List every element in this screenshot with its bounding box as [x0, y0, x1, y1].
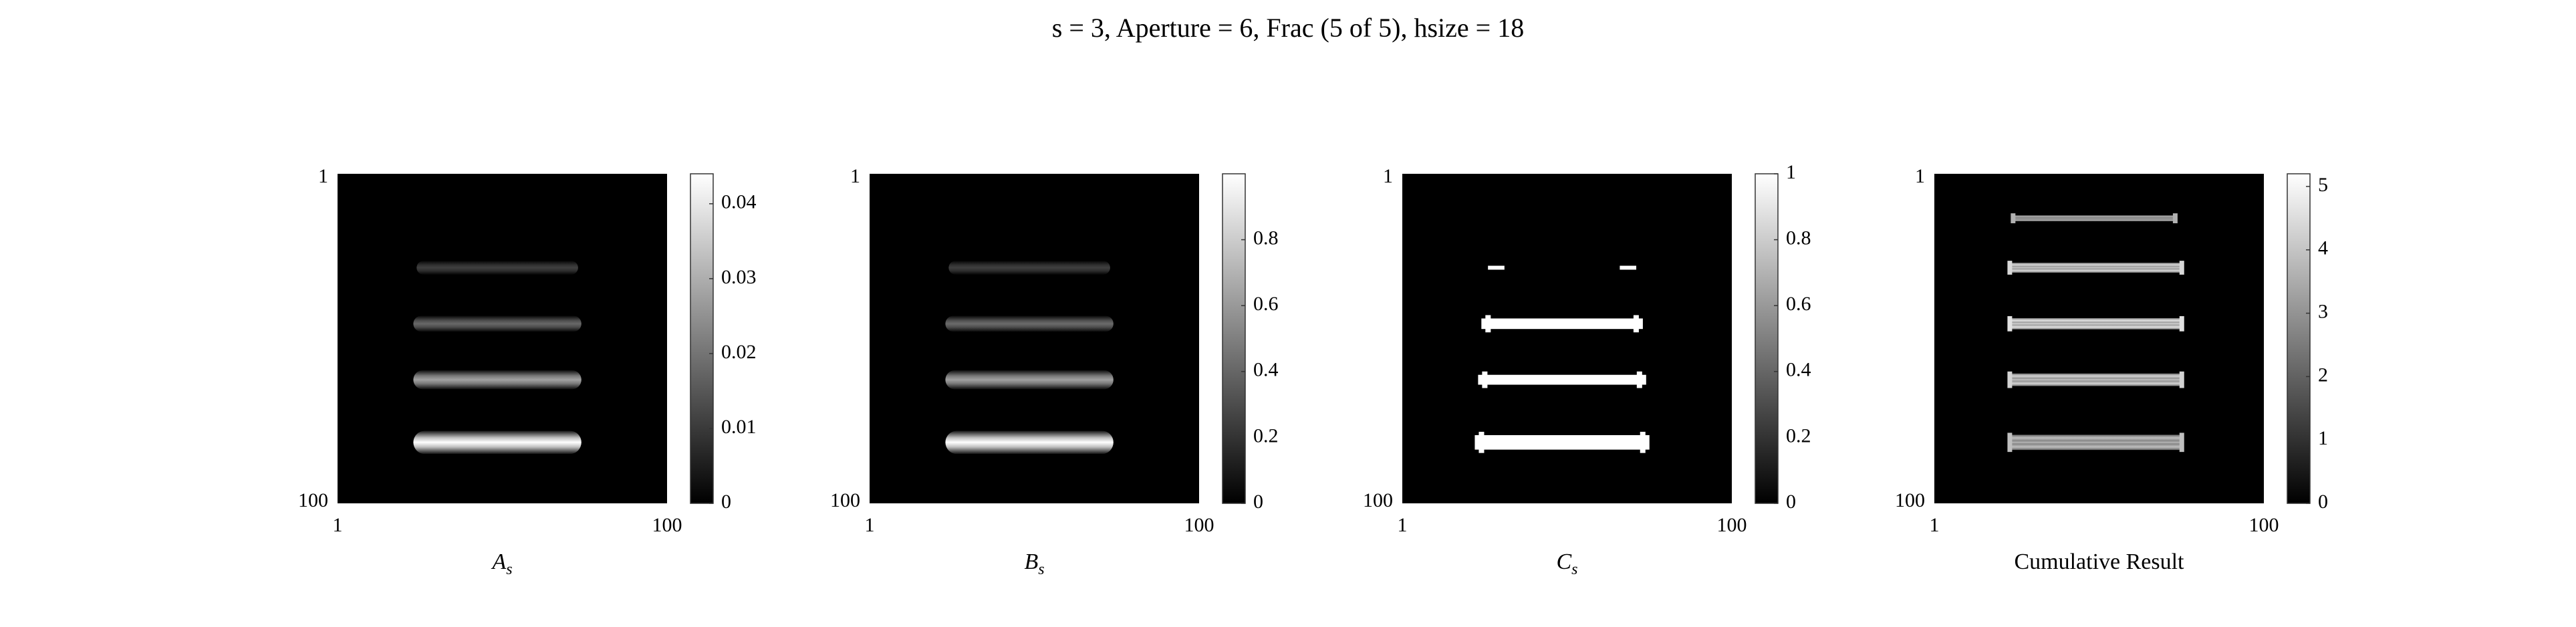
colorbar-tick-label: 0.01 [721, 416, 757, 438]
image-stripe [413, 370, 582, 390]
colorbar-tick-label: 0.6 [1253, 293, 1279, 315]
image-stripe [1474, 434, 1650, 450]
colorbar: 0 0.2 0.4 0.6 0.8 [1222, 173, 1279, 513]
y-tick-label: 1 [318, 165, 328, 187]
colorbar: 0 1 2 3 4 5 [2287, 173, 2328, 513]
y-tick-label: 100 [830, 489, 860, 511]
image-stripe-end [2011, 213, 2016, 223]
image-stripe [1478, 374, 1646, 385]
colorbar: 0 0.01 0.02 0.03 0.04 [690, 173, 757, 513]
image-stripe [948, 261, 1110, 275]
x-tick-label: 100 [1717, 514, 1747, 536]
colorbar-tick-label: 0.2 [1253, 424, 1279, 447]
colorbar-tick-label: 0.02 [721, 341, 757, 363]
image-stripe [2010, 263, 2182, 273]
colorbar-tick-label: 0 [1786, 491, 1796, 513]
colorbar-tick-label: 4 [2318, 237, 2328, 259]
colorbar-tick-label: 1 [2318, 427, 2328, 449]
colorbar-tick-label: 0.6 [1786, 293, 1811, 315]
image-stripe-end [2179, 432, 2184, 453]
colorbar-tick-label: 0 [721, 491, 731, 513]
image-stripe [945, 316, 1114, 332]
y-tick-label: 1 [1383, 165, 1393, 187]
image-stripe-end [2179, 371, 2184, 388]
colorbar-tick-label: 1 [1786, 161, 1796, 183]
colorbar-tick-label: 0.4 [1786, 359, 1811, 381]
image-stripe-end [1640, 431, 1646, 453]
image-stripe [413, 430, 582, 455]
figure-title: s = 3, Aperture = 6, Frac (5 of 5), hsiz… [1051, 13, 1525, 43]
colorbar-tick-label: 0.04 [721, 191, 757, 213]
colorbar-gradient [1222, 173, 1246, 504]
x-tick-label: 1 [333, 514, 343, 536]
image-stripe [2010, 434, 2182, 451]
image-stripe [416, 261, 578, 275]
x-tick-label: 1 [865, 514, 875, 536]
image-stripe-end [2007, 371, 2013, 388]
image-stripe [945, 430, 1114, 455]
y-tick-label: 100 [1895, 489, 1925, 511]
colorbar-tick-label: 0.8 [1253, 227, 1279, 249]
colorbar-tick-label: 5 [2318, 174, 2328, 196]
y-tick-label: 100 [298, 489, 328, 511]
image-stripe-end [2007, 261, 2013, 275]
colorbar-tick-label: 2 [2318, 364, 2328, 386]
x-tick-label: 1 [1930, 514, 1940, 536]
image-stripe-end [1485, 315, 1491, 333]
image-stripe [1488, 265, 1505, 270]
image-background [1934, 174, 2264, 503]
image-stripe [2013, 215, 2175, 221]
x-axis-label: Cumulative Result [2014, 549, 2184, 574]
image-stripe [413, 316, 582, 332]
colorbar-tick-label: 0.2 [1786, 424, 1811, 447]
x-tick-label: 100 [652, 514, 682, 536]
colorbar-tick-label: 3 [2318, 300, 2328, 322]
colorbar-gradient [1755, 173, 1779, 504]
x-tick-label: 100 [2249, 514, 2279, 536]
colorbar-gradient [690, 173, 714, 504]
y-tick-label: 100 [1363, 489, 1393, 511]
image-stripe-end [1633, 315, 1639, 333]
x-tick-label: 1 [1398, 514, 1408, 536]
image-stripe [2010, 318, 2182, 330]
image-stripe-end [1478, 431, 1485, 453]
y-tick-label: 1 [1915, 165, 1925, 187]
colorbar-tick-label: 0 [2318, 491, 2328, 513]
x-axis-label: Cs [1556, 549, 1577, 578]
x-axis-label: Bs [1024, 549, 1044, 578]
image-stripe [945, 370, 1114, 390]
image-stripe-end [2179, 261, 2184, 275]
y-tick-label: 1 [850, 165, 860, 187]
colorbar-tick-label: 0 [1253, 491, 1263, 513]
image-stripe [1620, 265, 1637, 270]
colorbar-gradient [2287, 173, 2311, 504]
image-stripe [2010, 373, 2182, 386]
image-stripe-end [1482, 371, 1488, 388]
colorbar-tick-label: 0.8 [1786, 227, 1811, 249]
image-stripe-end [2179, 316, 2184, 332]
x-axis-label: As [491, 549, 512, 578]
colorbar: 0 0.2 0.4 0.6 0.8 1 [1755, 161, 1811, 513]
image-stripe-end [2007, 432, 2013, 453]
image-stripe-end [1636, 371, 1642, 388]
image-stripe-end [2172, 213, 2178, 223]
colorbar-tick-label: 0.4 [1253, 359, 1279, 381]
image-stripe-end [2007, 316, 2013, 332]
image-background [1402, 174, 1732, 503]
x-tick-label: 100 [1184, 514, 1214, 536]
image-stripe [1481, 318, 1643, 330]
colorbar-tick-label: 0.03 [721, 266, 757, 288]
